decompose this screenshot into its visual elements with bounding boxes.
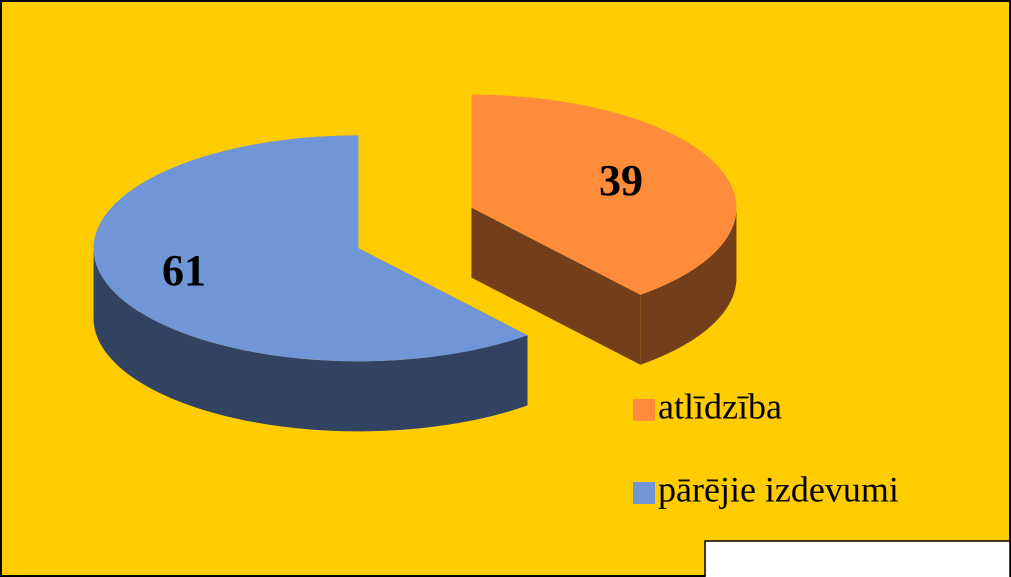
slice-wall-shade <box>640 207 737 365</box>
data-label: 61 <box>162 246 206 295</box>
slice <box>471 94 737 295</box>
legend-swatch <box>633 399 655 421</box>
slice-side-shade <box>471 207 641 365</box>
data-label: 39 <box>599 156 643 205</box>
legend-label: atlīdzība <box>658 386 782 426</box>
slice-wall-shade <box>93 248 528 432</box>
overlay-box <box>704 540 1011 577</box>
legend-swatch <box>633 482 655 504</box>
slice <box>93 135 528 362</box>
legend-label: pārējie izdevumi <box>658 469 899 509</box>
